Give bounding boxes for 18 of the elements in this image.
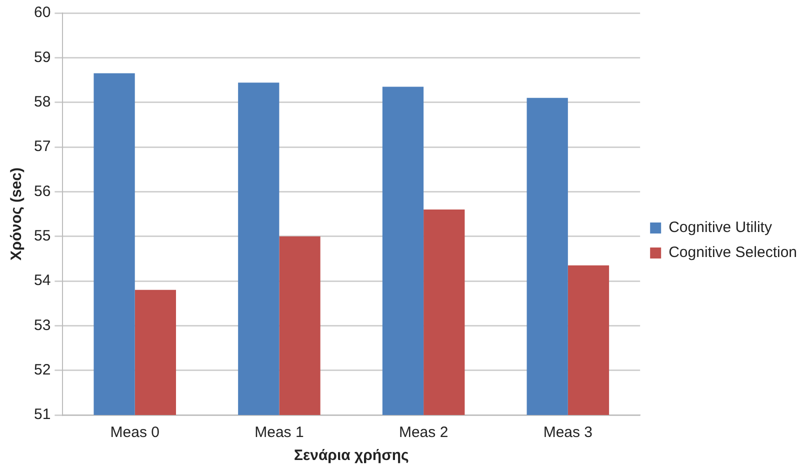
y-tick-label: 54 xyxy=(34,272,51,290)
legend-label: Cognitive Utility xyxy=(668,219,772,236)
x-tick-label: Meas 2 xyxy=(398,424,448,442)
x-tick-label: Meas 0 xyxy=(110,424,160,442)
x-axis-title: Σενάρια χρήσης xyxy=(294,447,409,464)
legend-label: Cognitive Selection xyxy=(668,244,798,262)
y-tick-label: 60 xyxy=(34,4,51,22)
y-tick-label: 55 xyxy=(34,227,51,244)
y-axis-title: Χρόνος (sec) xyxy=(8,168,26,260)
y-tick-label: 52 xyxy=(34,361,51,378)
y-tick-label: 57 xyxy=(34,138,51,156)
y-tick-label: 53 xyxy=(34,316,51,334)
y-tick-label: 58 xyxy=(34,93,51,110)
y-tick-label: 59 xyxy=(34,48,51,66)
x-tick-label: Meas 1 xyxy=(254,424,304,442)
x-tick-label: Meas 3 xyxy=(543,424,593,442)
y-tick-label: 51 xyxy=(34,406,51,424)
y-tick-label: 56 xyxy=(34,182,51,200)
